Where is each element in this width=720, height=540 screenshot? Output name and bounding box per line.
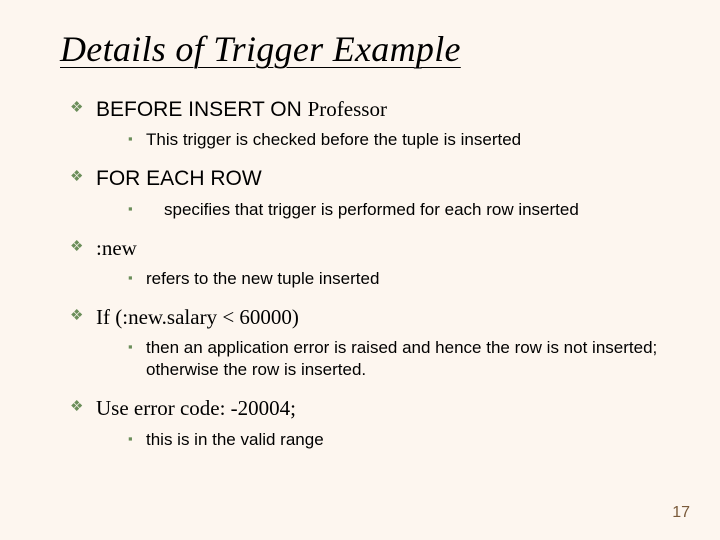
diamond-icon: ❖ [70, 238, 83, 257]
diamond-icon: ❖ [70, 168, 83, 187]
square-icon: ▪ [128, 270, 133, 287]
item-text-prefix: FOR EACH ROW [96, 167, 262, 190]
sub-list-item: ▪ This trigger is checked before the tup… [128, 129, 670, 151]
item-text-suffix: Use error code: -20004; [96, 396, 296, 420]
item-text-suffix: If (:new.salary < 60000) [96, 305, 299, 329]
sub-item-text: this is in the valid range [146, 430, 324, 449]
sub-list-item: ▪ specifies that trigger is performed fo… [128, 199, 670, 221]
list-item: ❖ Use error code: -20004; ▪ this is in t… [70, 395, 670, 450]
list-item: ❖ If (:new.salary < 60000) ▪ then an app… [70, 304, 670, 381]
sub-list: ▪ this is in the valid range [96, 429, 670, 451]
sub-list-item: ▪ then an application error is raised an… [128, 337, 670, 381]
sub-list-item: ▪ this is in the valid range [128, 429, 670, 451]
sub-list: ▪ This trigger is checked before the tup… [96, 129, 670, 151]
list-item: ❖ :new ▪ refers to the new tuple inserte… [70, 235, 670, 290]
item-text-suffix: Professor [308, 97, 387, 121]
square-icon: ▪ [128, 431, 133, 448]
sub-item-text: This trigger is checked before the tuple… [146, 130, 521, 149]
sub-item-text: refers to the new tuple inserted [146, 269, 379, 288]
slide-title: Details of Trigger Example [60, 28, 670, 70]
list-item: ❖ FOR EACH ROW ▪ specifies that trigger … [70, 165, 670, 220]
bullet-list: ❖ BEFORE INSERT ON Professor ▪ This trig… [60, 96, 670, 451]
square-icon: ▪ [128, 201, 133, 218]
sub-list: ▪ refers to the new tuple inserted [96, 268, 670, 290]
sub-list: ▪ then an application error is raised an… [96, 337, 670, 381]
sub-list-item: ▪ refers to the new tuple inserted [128, 268, 670, 290]
square-icon: ▪ [128, 131, 133, 148]
sub-item-text: then an application error is raised and … [146, 338, 657, 379]
item-text-prefix: BEFORE INSERT ON [96, 98, 308, 121]
list-item: ❖ BEFORE INSERT ON Professor ▪ This trig… [70, 96, 670, 151]
sub-list: ▪ specifies that trigger is performed fo… [96, 199, 670, 221]
diamond-icon: ❖ [70, 307, 83, 326]
square-icon: ▪ [128, 339, 133, 356]
diamond-icon: ❖ [70, 398, 83, 417]
item-text-suffix: :new [96, 236, 137, 260]
sub-item-text: specifies that trigger is performed for … [164, 200, 579, 219]
diamond-icon: ❖ [70, 99, 83, 118]
page-number: 17 [672, 504, 690, 522]
